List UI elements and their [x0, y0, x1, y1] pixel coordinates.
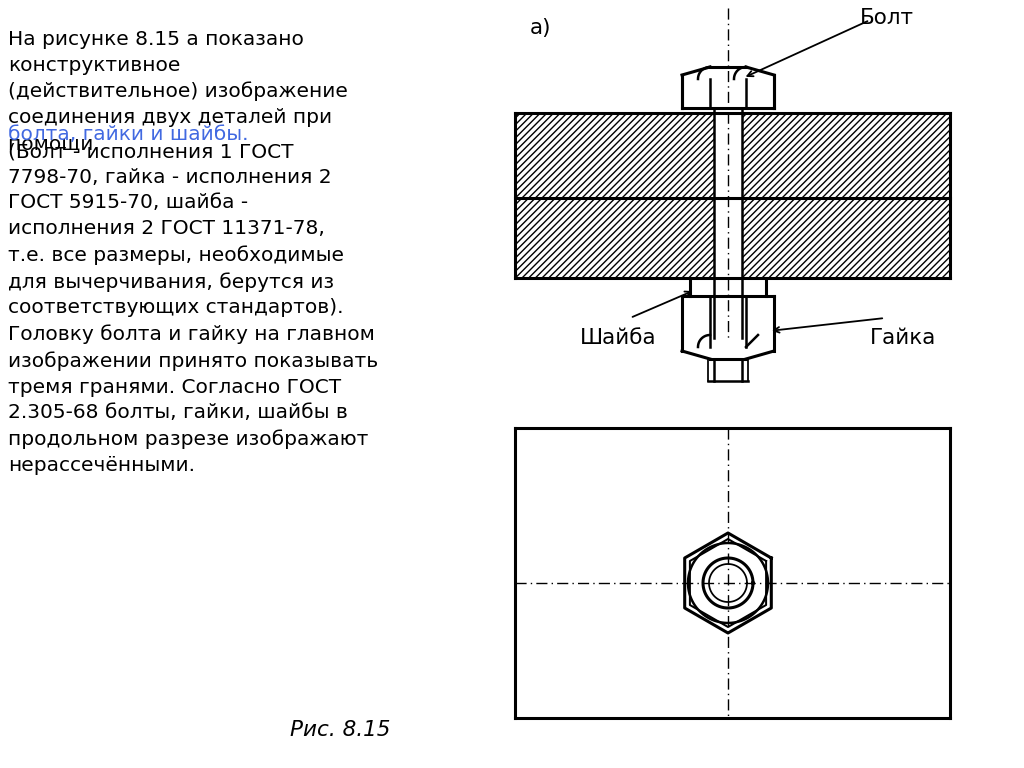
Bar — [515, 113, 714, 198]
Bar — [742, 198, 950, 278]
Bar — [742, 113, 950, 198]
Bar — [515, 113, 714, 198]
Bar — [690, 278, 714, 296]
Bar — [515, 198, 714, 278]
Bar — [742, 278, 766, 296]
Bar — [742, 113, 950, 198]
Bar — [742, 198, 950, 278]
Text: Гайка: Гайка — [870, 328, 936, 348]
Text: Болт: Болт — [860, 8, 914, 28]
Text: (Болт - исполнения 1 ГОСТ
7798-70, гайка - исполнения 2
ГОСТ 5915-70, шайба -
ис: (Болт - исполнения 1 ГОСТ 7798-70, гайка… — [8, 142, 378, 475]
Text: Рис. 8.15: Рис. 8.15 — [290, 720, 390, 740]
Bar — [690, 278, 714, 296]
Bar — [714, 108, 742, 338]
Text: болта, гайки и шайбы.: болта, гайки и шайбы. — [8, 125, 249, 144]
Text: На рисунке 8.15 а показано
конструктивное
(действительное) изображение
соединени: На рисунке 8.15 а показано конструктивно… — [8, 30, 348, 153]
Text: а): а) — [530, 18, 552, 38]
Text: Шайба: Шайба — [580, 328, 656, 348]
Bar — [515, 198, 714, 278]
